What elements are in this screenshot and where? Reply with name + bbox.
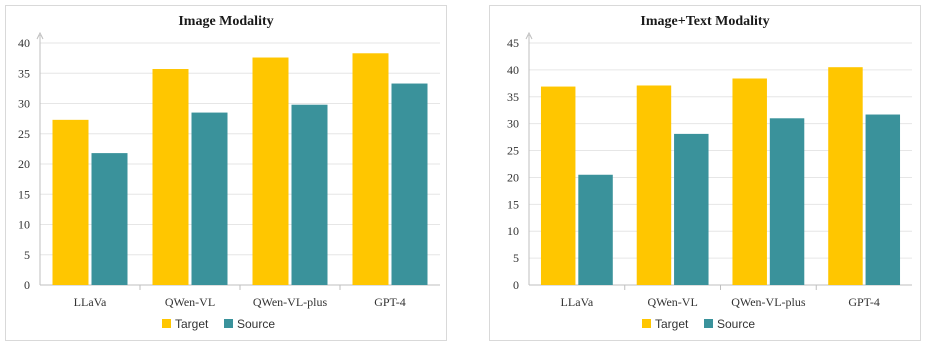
chart-image-modality: Image Modality 0 5 10 15 20 25 30 35 40 LLaVa QWen…: [18, 14, 440, 331]
y-tick-label: 15: [507, 197, 519, 211]
y-tick-label: 45: [507, 36, 519, 50]
bar-target: [636, 85, 672, 286]
y-tick-label: 25: [18, 127, 30, 141]
y-tick-label: 5: [24, 248, 30, 262]
bar-target: [152, 69, 189, 285]
bar-target: [352, 53, 389, 285]
chart-title: Image Modality: [178, 14, 273, 29]
bar-source: [191, 112, 228, 285]
legend-label-target: Target: [655, 317, 689, 331]
x-tick-label: LLaVa: [74, 295, 107, 309]
x-tick-label: QWen-VL: [165, 295, 215, 309]
y-tick-label: 20: [18, 157, 30, 171]
y-tick-label: 30: [18, 97, 30, 111]
y-tick-label: 30: [507, 117, 519, 131]
y-tick-label: 40: [507, 63, 519, 77]
bar-target: [540, 86, 576, 285]
legend-label-target: Target: [175, 317, 209, 331]
bar-source: [769, 118, 805, 286]
y-tick-label: 35: [507, 90, 519, 104]
x-tick-label: GPT-4: [848, 295, 880, 309]
y-tick-label: 10: [507, 224, 519, 238]
chart-panel-image-text-modality: Image+Text Modality 0 5 10 15 20 25 30 35 40 45 LL…: [489, 5, 921, 341]
legend-swatch-target: [642, 319, 651, 328]
y-tick-label: 5: [513, 251, 519, 265]
bar-source: [291, 104, 328, 286]
y-tick-label: 20: [507, 170, 519, 184]
bar-source: [91, 153, 128, 285]
y-tick-label: 0: [513, 278, 519, 292]
bar-source: [391, 83, 428, 285]
chart-panel-image-modality: Image Modality 0 5 10 15 20 25 30 35 40 LLaVa QWen…: [5, 5, 447, 341]
y-tick-label: 10: [18, 218, 30, 232]
bar-target: [732, 78, 767, 285]
legend-swatch-target: [162, 319, 171, 328]
y-tick-label: 25: [507, 144, 519, 158]
legend-swatch-source: [704, 319, 713, 328]
chart-image-text-modality: Image+Text Modality 0 5 10 15 20 25 30 35 40 45 LL…: [507, 14, 912, 331]
bar-target: [252, 57, 289, 285]
x-tick-label: LLaVa: [561, 295, 594, 309]
y-tick-label: 15: [18, 187, 30, 201]
bar-target: [52, 119, 89, 286]
chart-title: Image+Text Modality: [640, 14, 769, 29]
y-tick-label: 40: [18, 36, 30, 50]
legend-label-source: Source: [717, 317, 755, 331]
bar-source: [578, 174, 613, 285]
x-tick-label: QWen-VL-plus: [253, 295, 328, 309]
x-tick-label: QWen-VL: [647, 295, 697, 309]
legend-label-source: Source: [237, 317, 275, 331]
y-tick-label: 0: [24, 278, 30, 292]
bar-source: [865, 114, 901, 285]
y-axis-arrow: [525, 31, 533, 40]
bar-target: [828, 67, 863, 285]
bar-source: [674, 133, 709, 285]
x-tick-label: GPT-4: [374, 295, 406, 309]
x-tick-label: QWen-VL-plus: [731, 295, 806, 309]
legend-swatch-source: [224, 319, 233, 328]
y-tick-label: 35: [18, 66, 30, 80]
y-axis-arrow: [36, 31, 44, 40]
